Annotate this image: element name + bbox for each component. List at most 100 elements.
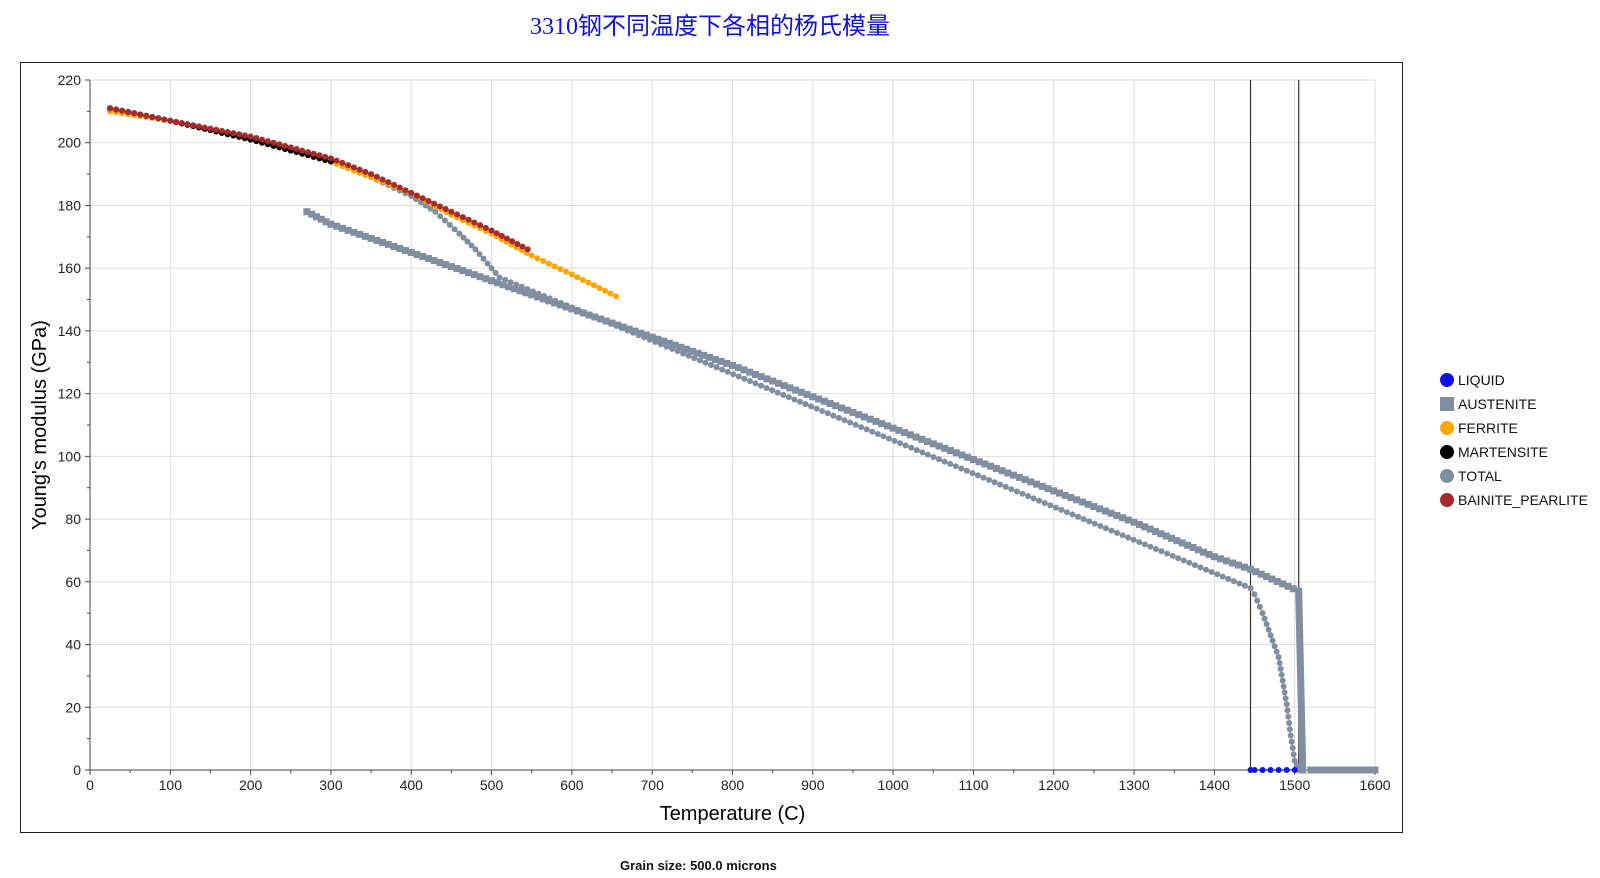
data-point-total <box>1063 509 1070 516</box>
data-point-total <box>441 217 448 224</box>
data-point-total <box>1214 571 1221 578</box>
data-point-bainite-pearlite <box>161 116 168 123</box>
data-point-total <box>1058 506 1065 513</box>
data-point-total <box>541 292 548 299</box>
data-point-austenite <box>797 388 805 396</box>
data-point-austenite <box>1296 635 1304 643</box>
y-tick-label: 220 <box>58 72 82 88</box>
data-point-austenite <box>901 429 909 437</box>
data-point-austenite <box>774 379 782 387</box>
data-point-total <box>1251 591 1258 598</box>
data-point-total <box>630 329 637 336</box>
x-tick-label: 1000 <box>878 777 909 793</box>
x-tick-label: 1100 <box>958 777 988 793</box>
data-point-austenite <box>1146 525 1154 533</box>
data-point-total <box>1247 585 1254 592</box>
data-point-austenite <box>654 335 662 343</box>
data-point-austenite <box>1021 476 1029 484</box>
data-point-bainite-pearlite <box>224 128 231 135</box>
data-point-total <box>719 366 726 373</box>
grid-lines <box>89 79 1376 771</box>
series-austenite <box>303 208 1379 774</box>
series-line-bainite-pearlite <box>109 107 528 250</box>
y-tick-label: 0 <box>73 762 81 778</box>
legend-swatch-total <box>1440 469 1454 483</box>
data-point-total <box>1041 499 1048 506</box>
data-point-bainite-pearlite <box>391 181 398 188</box>
data-point-austenite <box>889 424 897 432</box>
data-point-austenite <box>660 337 668 345</box>
data-point-ferrite <box>551 263 558 270</box>
data-point-austenite <box>1205 550 1213 558</box>
data-point-austenite <box>1268 575 1276 583</box>
data-point-austenite <box>958 451 966 459</box>
data-point-total <box>1284 707 1291 714</box>
data-point-total <box>1271 643 1278 650</box>
data-point-bainite-pearlite <box>454 211 461 218</box>
data-point-austenite <box>333 222 341 230</box>
data-point-austenite <box>1044 485 1052 493</box>
data-point-total <box>1265 626 1272 633</box>
data-point-austenite <box>878 420 886 428</box>
data-point-austenite <box>1240 563 1248 571</box>
data-point-total <box>1267 632 1274 639</box>
data-point-total <box>891 437 898 444</box>
data-point-total <box>1030 495 1037 502</box>
data-point-austenite <box>987 462 995 470</box>
data-point-ferrite <box>574 274 581 281</box>
data-point-total <box>1069 511 1076 518</box>
data-point-austenite <box>763 375 771 383</box>
data-point-total <box>874 430 881 437</box>
data-point-total <box>902 442 909 449</box>
data-point-austenite <box>528 291 536 299</box>
data-point-austenite <box>723 359 731 367</box>
data-point-bainite-pearlite <box>195 123 202 130</box>
data-point-austenite <box>1298 724 1306 732</box>
data-point-bainite-pearlite <box>236 131 243 138</box>
data-point-bainite-pearlite <box>304 149 311 156</box>
legend-item-total: TOTAL <box>1440 464 1588 488</box>
data-point-austenite <box>505 283 513 291</box>
data-point-total <box>1236 580 1243 587</box>
data-point-austenite <box>1295 605 1303 613</box>
data-point-total <box>1013 488 1020 495</box>
x-tick-label: 700 <box>641 777 665 793</box>
data-point-total <box>1203 566 1210 573</box>
data-point-total <box>1277 665 1284 672</box>
data-point-total <box>1286 719 1293 726</box>
data-point-bainite-pearlite <box>339 159 346 166</box>
data-point-austenite <box>711 355 719 363</box>
data-point-austenite <box>740 366 748 374</box>
data-point-total <box>1254 597 1261 604</box>
data-point-total <box>991 479 998 486</box>
data-point-total <box>1287 732 1294 739</box>
data-point-bainite-pearlite <box>119 107 126 114</box>
data-point-austenite <box>1297 683 1305 691</box>
data-point-austenite <box>1296 665 1304 673</box>
data-point-total <box>1197 564 1204 571</box>
data-point-bainite-pearlite <box>293 146 300 152</box>
data-point-austenite <box>419 253 427 261</box>
data-point-austenite <box>470 271 478 279</box>
data-point-austenite <box>1299 766 1307 774</box>
data-point-total <box>574 306 581 313</box>
data-point-austenite <box>1078 498 1086 506</box>
data-point-total <box>1261 615 1268 622</box>
data-point-austenite <box>1124 516 1132 524</box>
x-tick-label: 300 <box>319 777 343 793</box>
data-point-total <box>1052 504 1059 511</box>
data-point-total <box>1091 520 1098 527</box>
data-point-austenite <box>367 234 375 242</box>
data-point-austenite <box>459 267 467 275</box>
data-point-total <box>1285 713 1292 720</box>
data-point-austenite <box>516 287 524 295</box>
data-point-austenite <box>488 277 496 285</box>
data-point-austenite <box>522 289 530 297</box>
data-point-austenite <box>1298 736 1306 744</box>
data-point-austenite <box>694 349 702 357</box>
x-tick-label: 100 <box>159 777 183 793</box>
legend-swatch-austenite <box>1440 397 1454 411</box>
data-point-total <box>591 313 598 320</box>
data-point-austenite <box>402 246 410 254</box>
data-point-austenite <box>344 226 352 234</box>
